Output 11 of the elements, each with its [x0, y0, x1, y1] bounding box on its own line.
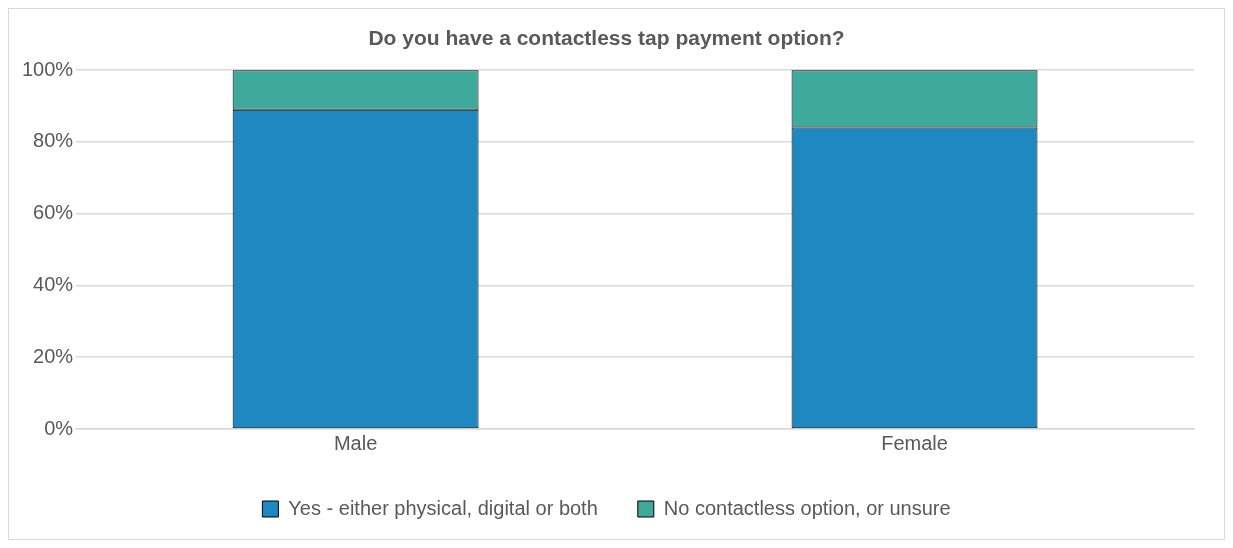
- y-tick-label: 0%: [44, 416, 74, 439]
- y-tick-label: 20%: [33, 344, 74, 367]
- legend-label: Yes - either physical, digital or both: [288, 496, 598, 519]
- chart-title: Do you have a contactless tap payment option?: [368, 26, 845, 50]
- x-tick-label: Male: [333, 431, 378, 454]
- y-tick-label: 60%: [33, 201, 74, 224]
- x-tick-label: Female: [881, 431, 948, 454]
- y-tick-label: 80%: [33, 129, 74, 152]
- legend-label: No contactless option, or unsure: [663, 496, 951, 519]
- y-tick-label: 100%: [22, 57, 74, 80]
- y-tick-label: 40%: [33, 273, 74, 295]
